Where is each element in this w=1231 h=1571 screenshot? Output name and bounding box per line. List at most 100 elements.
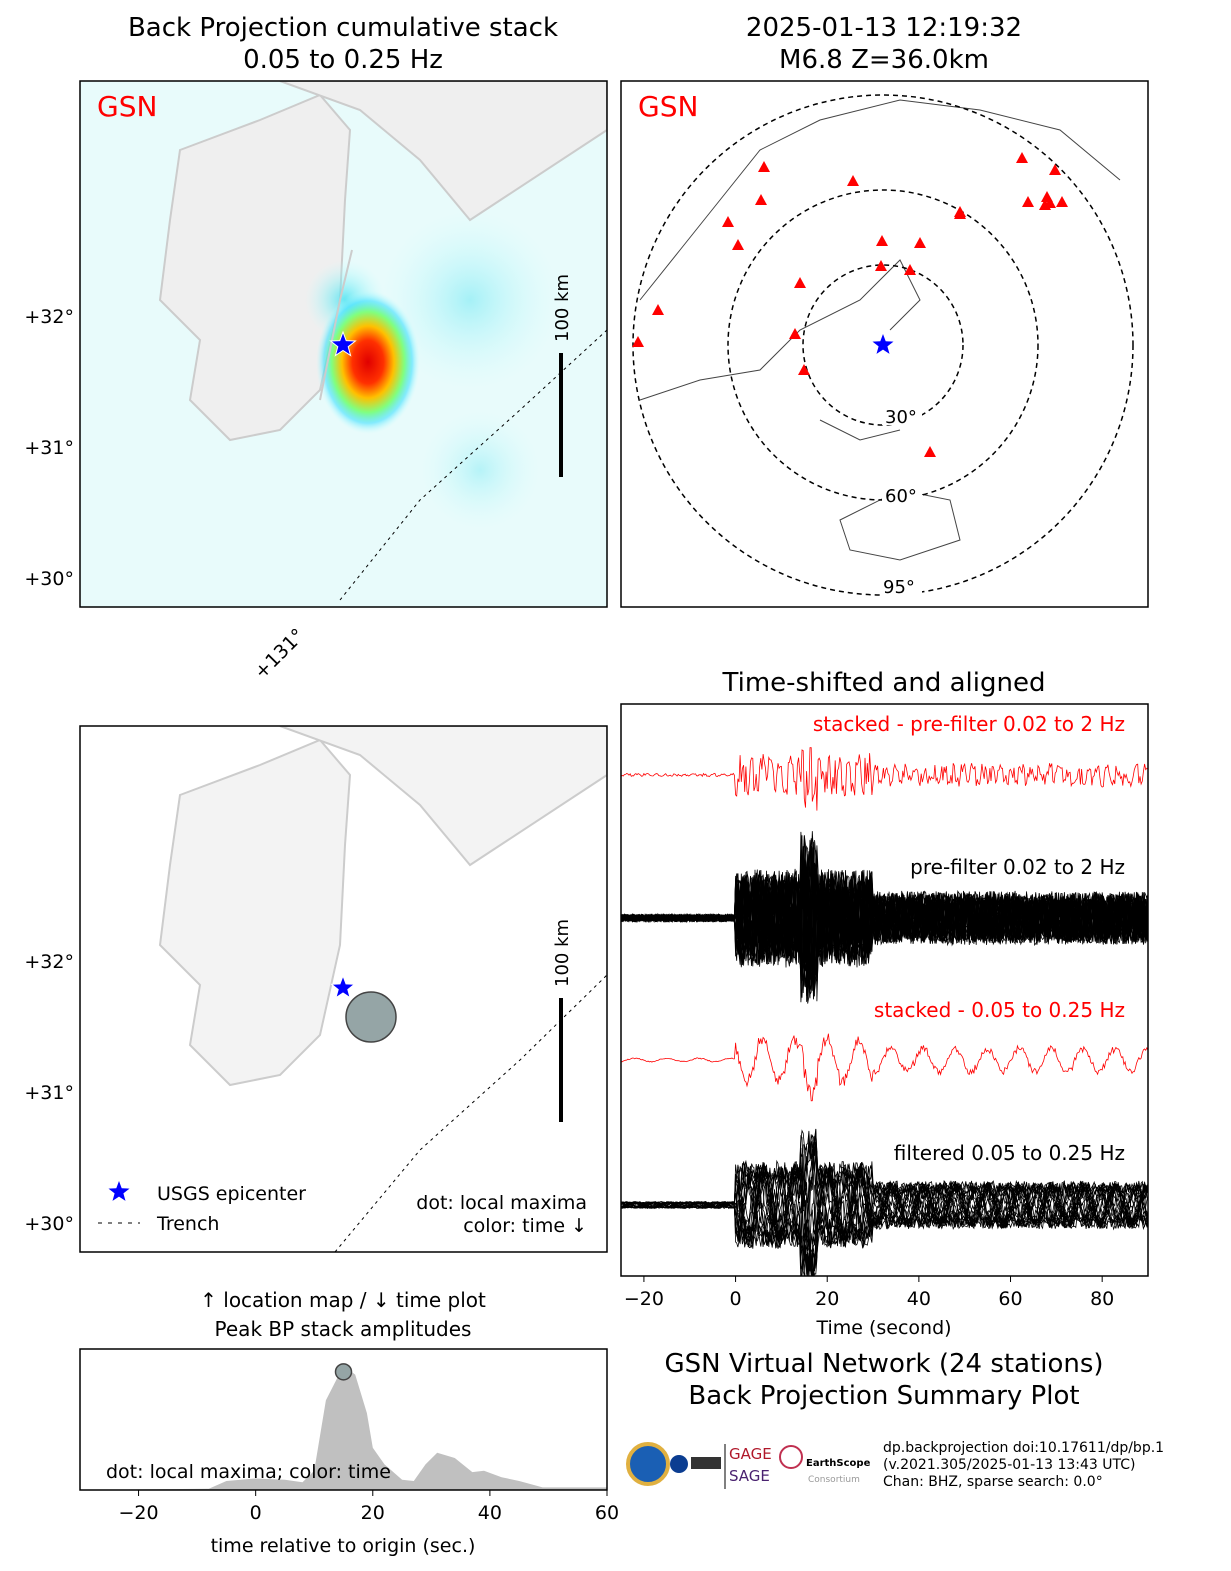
peak-maxima-dots [334,1363,353,1381]
station-triangle-icon [789,328,801,339]
event-time: 2025-01-13 12:19:32 [746,13,1022,43]
bp-energy-peak [316,290,420,434]
x-tick-label: 20 [361,1502,385,1524]
logos: GAGE SAGE EarthScope Consortium [626,1442,871,1489]
legend-trench: Trench [156,1213,219,1235]
x-tick-label: 60 [998,1288,1022,1310]
peak-amplitude-area [80,1365,607,1490]
scale-bar-label: 100 km [552,919,573,987]
amp-annotation: dot: local maxima; color: time [106,1461,391,1483]
event-magnitude-depth: M6.8 Z=36.0km [779,45,989,75]
local-maximum-dot [334,1363,353,1381]
bp-title-2: 0.05 to 0.25 Hz [243,45,443,75]
stacked-prefilter-trace [621,747,1148,811]
trench-line [339,329,607,601]
lat-tick: +32° [24,951,74,973]
ring-label: 60° [885,486,917,507]
station-triangle-icon [632,336,644,347]
footer-info: dp.backprojection doi:10.17611/dp/bp.1 (… [883,1440,1164,1491]
gage-logo: GAGE [729,1445,772,1463]
scale-bar-label: 100 km [552,274,573,342]
amp-x-axis: −20 0 20 40 60 [119,1490,619,1524]
amp-title-2: Peak BP stack amplitudes [215,1317,472,1341]
lat-tick: +32° [24,306,74,328]
footer-channel: Chan: BHZ, sparse search: 0.0° [883,1474,1103,1490]
lat-tick: +31° [24,437,74,459]
series-label: stacked - pre-filter 0.02 to 2 Hz [813,712,1125,736]
waveform-title: Time-shifted and aligned [722,668,1046,698]
bp-title-1: Back Projection cumulative stack [128,13,558,43]
station-triangle-icon [755,194,767,205]
x-tick-label: 80 [1090,1288,1114,1310]
land-kyushu [158,93,352,442]
station-triangle-icon [1039,199,1051,210]
ring-30 [802,264,964,426]
station-triangle-icon [847,175,859,186]
station-map: 30° 60° 95° [632,94,1134,598]
station-triangle-icon [914,237,926,248]
ring-label: 95° [883,577,915,598]
lat-tick: +30° [24,1213,74,1235]
station-triangle-icon [722,216,734,227]
local-maximum-dot [345,991,397,1043]
waveform-x-axis: −20 0 20 40 60 80 [624,1276,1114,1310]
station-triangle-icon [1049,164,1061,175]
legend-epicenter: USGS epicenter [157,1183,306,1205]
consortium-text: Consortium [808,1475,860,1485]
station-triangle-icon [798,364,810,375]
stacked-filtered-trace [621,1033,1148,1102]
station-triangle-icon [1056,196,1068,207]
lat-tick: +31° [24,1082,74,1104]
summary-subtitle: Back Projection Summary Plot [688,1381,1079,1411]
waveform-traces [621,747,1148,1276]
filtered-trace [621,1160,1148,1276]
map-annotation: color: time ↓ [463,1215,587,1237]
station-triangle-icon [652,304,664,315]
summary-title: GSN Virtual Network (24 stations) [664,1349,1103,1379]
station-triangle-icon [875,260,887,271]
location-map [158,726,607,1252]
bp-map [80,81,607,607]
waveform-xlabel: Time (second) [815,1317,951,1339]
filtered-trace [621,1162,1148,1275]
station-markers [632,152,1068,457]
lat-tick: +30° [24,568,74,590]
amp-title-1: ↑ location map / ↓ time plot [200,1288,486,1312]
series-label: filtered 0.05 to 0.25 Hz [894,1141,1125,1165]
x-tick-label: 40 [907,1288,931,1310]
series-label: pre-filter 0.02 to 2 Hz [910,855,1125,879]
nsf-logo [626,1442,670,1486]
network-label: GSN [97,90,157,123]
epicenter-star-icon [330,974,356,999]
footer-doi: dp.backprojection doi:10.17611/dp/bp.1 [883,1440,1165,1456]
prefilter-trace [621,839,1148,1004]
station-triangle-icon [732,239,744,250]
sage-logo: SAGE [729,1467,770,1485]
station-triangle-icon [876,235,888,246]
filtered-trace [621,1130,1148,1247]
filtered-trace [621,1163,1148,1273]
station-triangle-icon [794,277,806,288]
ring-95 [632,94,1134,596]
epicenter-star-icon [872,334,894,354]
network-label: GSN [638,90,698,123]
prefilter-trace [621,848,1148,1002]
station-triangle-icon [954,206,966,217]
earthscope-logo [779,1445,803,1469]
usgs-logo [691,1457,721,1469]
x-tick-label: −20 [119,1502,159,1524]
filtered-trace [621,1162,1148,1276]
legend-star-icon [108,1181,130,1201]
series-label: stacked - 0.05 to 0.25 Hz [874,998,1125,1022]
station-triangle-icon [924,446,936,457]
earthscope-text: EarthScope [806,1458,871,1469]
x-tick-label: 0 [250,1502,262,1524]
x-tick-label: 0 [730,1288,742,1310]
station-triangle-icon [1016,152,1028,163]
amp-xlabel: time relative to origin (sec.) [211,1535,476,1557]
station-triangle-icon [1022,196,1034,207]
x-tick-label: 20 [815,1288,839,1310]
x-tick-label: 40 [478,1502,502,1524]
